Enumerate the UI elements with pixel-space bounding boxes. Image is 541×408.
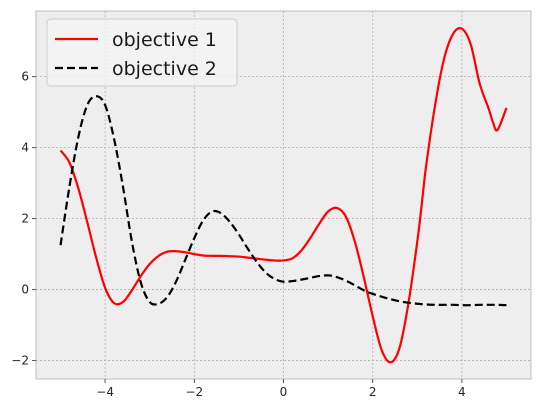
axis-ticks: −4 −2 0 2 4 −2 0 2 4 6 (11, 70, 465, 399)
x-tick-label: −2 (185, 385, 203, 399)
y-tick-label: 2 (21, 212, 29, 226)
y-tick-label: 6 (21, 70, 29, 84)
legend-box (46, 18, 238, 87)
legend: objective 1 objective 2 (46, 18, 238, 87)
y-tick-label: 4 (21, 141, 29, 155)
series-line-objective-1 (59, 27, 508, 364)
x-tick-label: −4 (96, 385, 114, 399)
legend-label-objective-1: objective 1 (112, 29, 217, 51)
series-line-objective-2 (59, 95, 507, 307)
legend-label-objective-2: objective 2 (112, 58, 217, 80)
series-lines (59, 27, 508, 364)
y-tick-label: −2 (11, 354, 29, 368)
x-tick-label: 4 (458, 385, 466, 399)
y-tick-label: 0 (21, 283, 29, 297)
x-tick-label: 0 (280, 385, 288, 399)
x-tick-label: 2 (369, 385, 377, 399)
